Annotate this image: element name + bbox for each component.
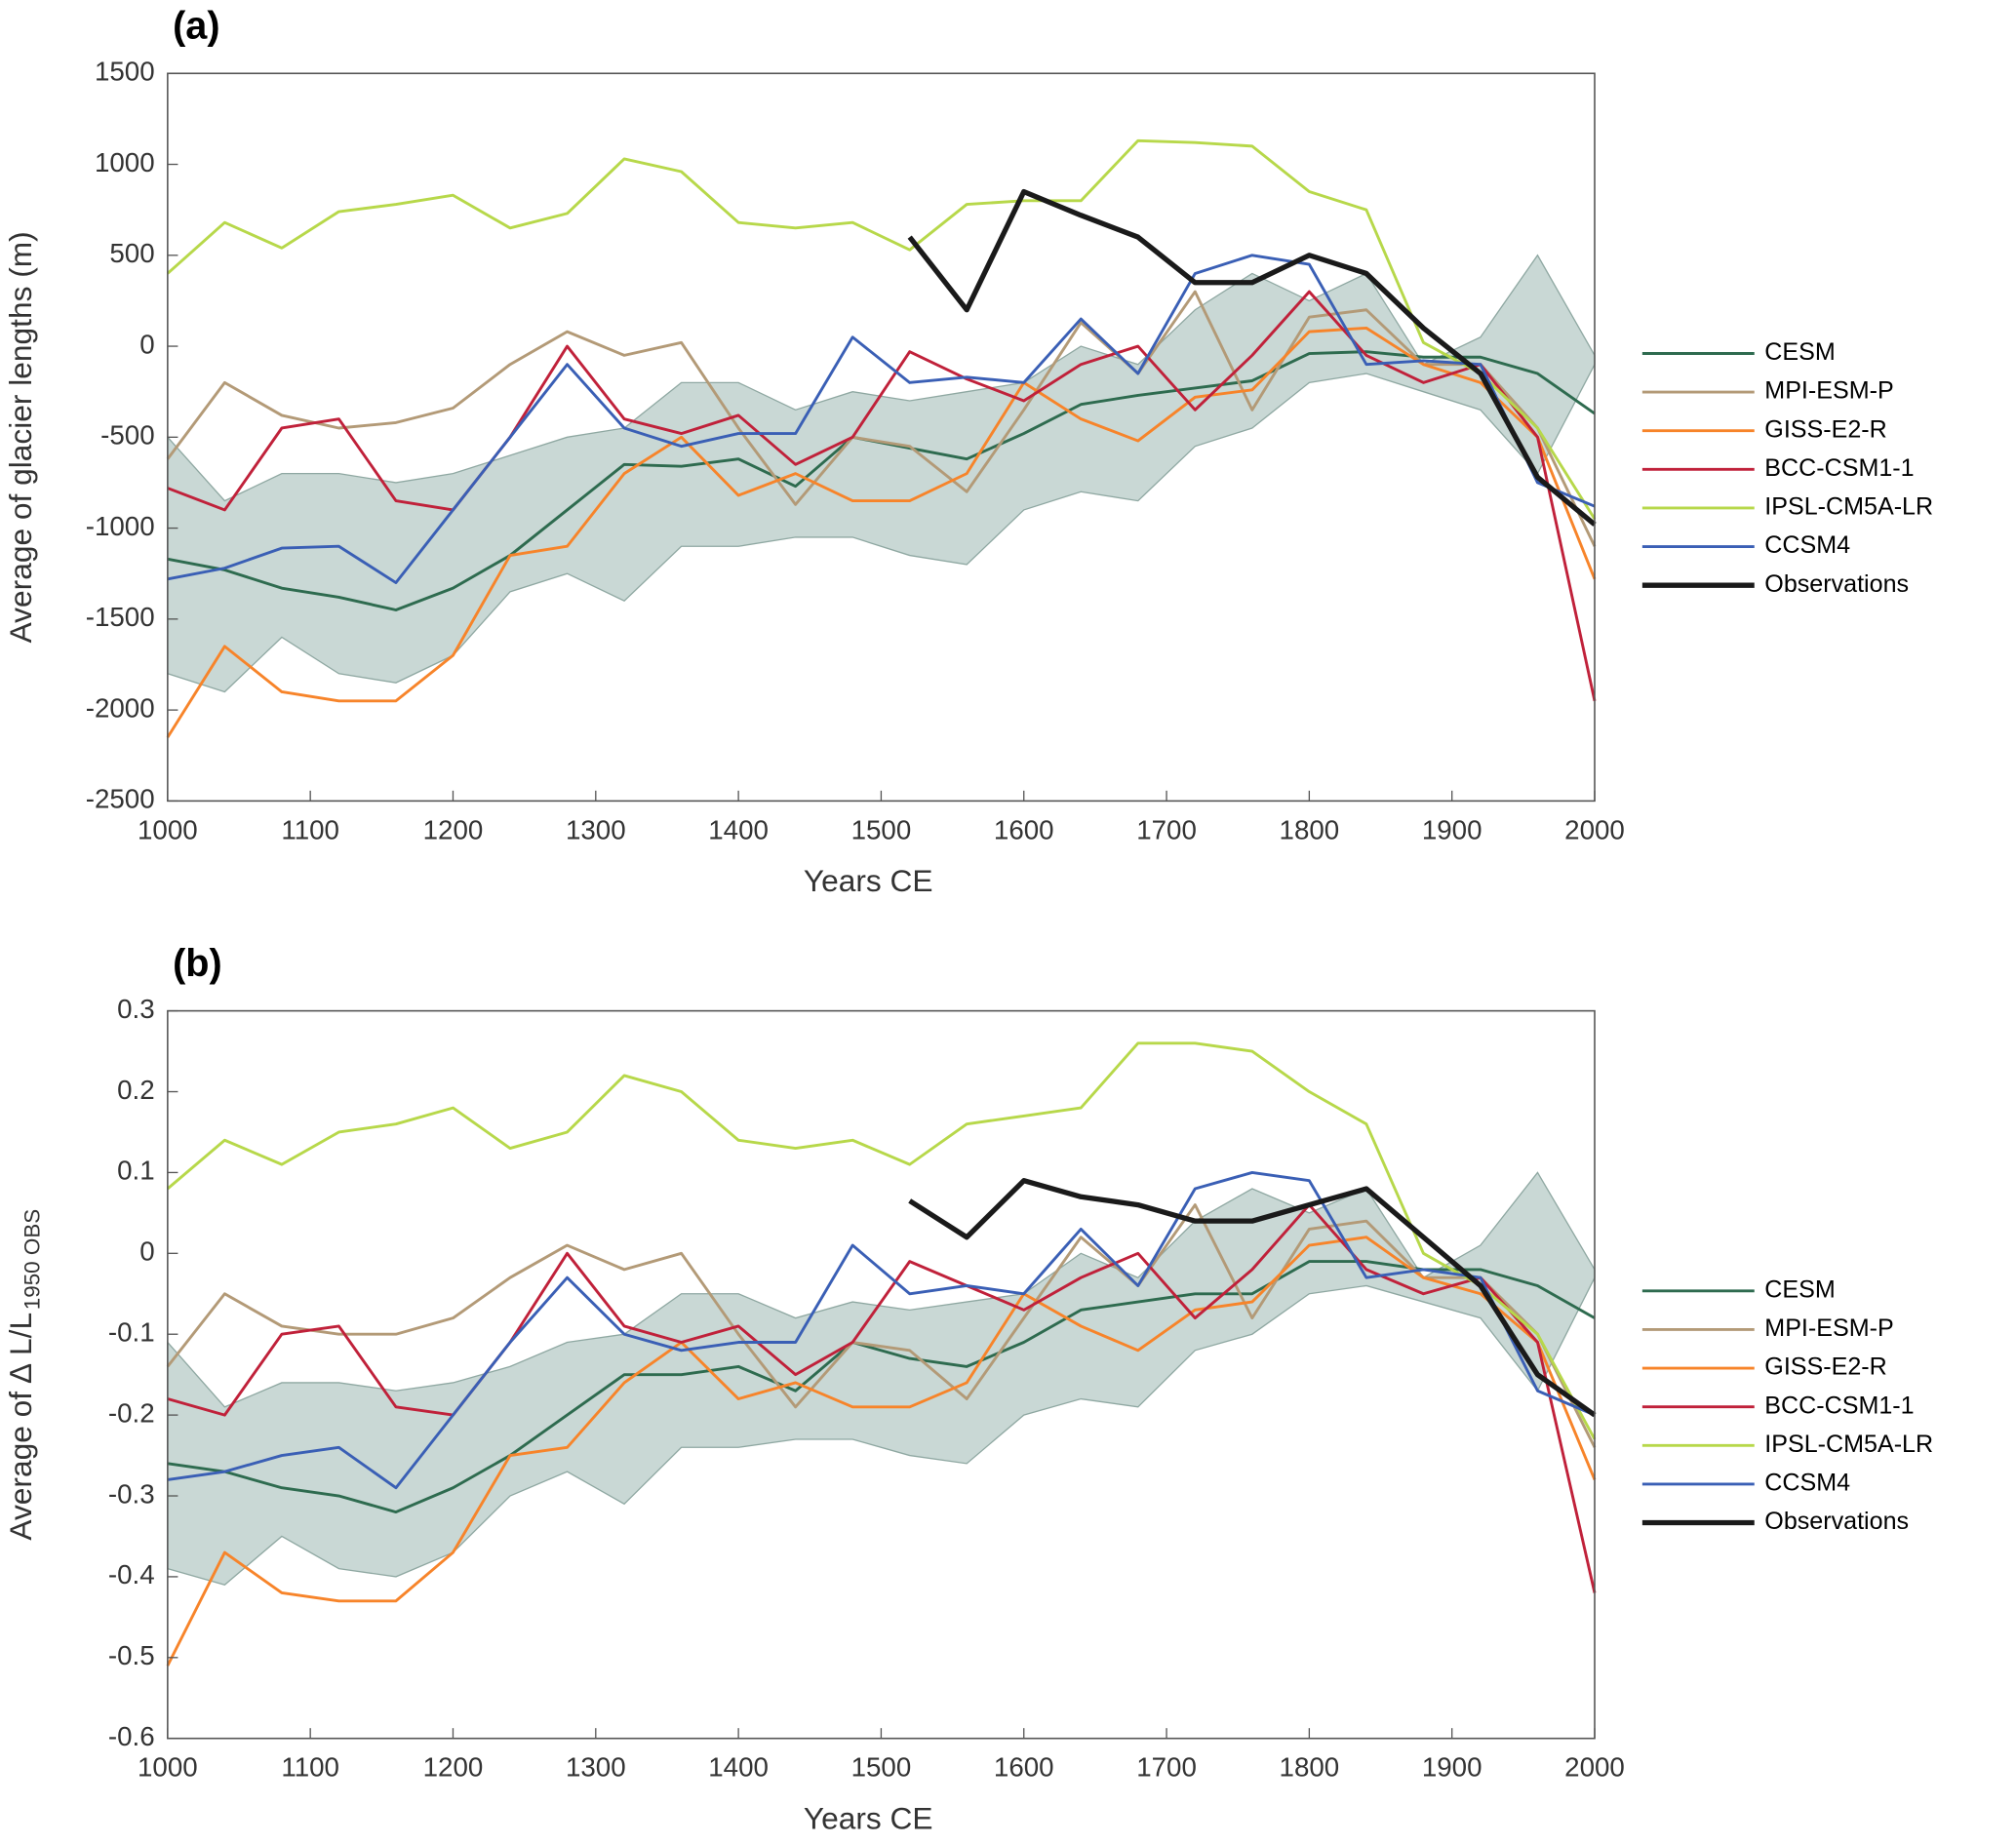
y-tick-label: -0.6 (108, 1721, 155, 1751)
series-line (167, 1170, 1596, 1490)
y-axis-label: Average of ∆ L/L1950 OBS (3, 1209, 44, 1541)
x-tick-label: 1100 (281, 814, 339, 844)
x-axis-label: Years CE (804, 1801, 933, 1836)
x-tick-label: 1000 (138, 1752, 198, 1783)
x-axis-label: Years CE (804, 863, 933, 898)
x-tick-label: 1900 (1422, 1752, 1482, 1783)
legend-label: IPSL-CM5A-LR (1764, 493, 1933, 521)
legend-label: IPSL-CM5A-LR (1764, 1431, 1933, 1458)
y-tick-label: -0.3 (108, 1478, 155, 1509)
x-tick-label: 1200 (423, 1752, 484, 1783)
y-axis-label-main: Average of glacier lengths (m) (3, 231, 38, 643)
x-tick-label: 1600 (994, 1752, 1054, 1783)
y-tick-label: -0.2 (108, 1397, 155, 1428)
y-tick-label: 0 (139, 1236, 154, 1267)
x-tick-label: 1600 (994, 814, 1054, 844)
y-axis-label: Average of glacier lengths (m) (3, 231, 38, 643)
y-tick-label: -500 (100, 420, 154, 451)
y-tick-label: 1000 (95, 147, 155, 177)
x-tick-label: 1400 (708, 814, 769, 844)
legend-label: CESM (1764, 1275, 1835, 1303)
x-tick-label: 1900 (1422, 814, 1482, 844)
x-tick-label: 1100 (281, 1752, 339, 1783)
series-line (166, 138, 1597, 521)
y-axis-label-sub: 1950 OBS (20, 1209, 44, 1311)
y-tick-label: -0.1 (108, 1317, 155, 1348)
y-axis-label-main: Average of ∆ L/L (3, 1313, 38, 1541)
series-line (166, 290, 1597, 547)
series-line (166, 326, 1597, 738)
y-tick-label: -0.5 (108, 1640, 155, 1670)
legend-label: GISS-E2-R (1764, 415, 1886, 443)
legend-label: Observations (1764, 570, 1909, 598)
x-tick-label: 1500 (851, 1752, 912, 1783)
legend-label: GISS-E2-R (1764, 1354, 1886, 1381)
series-line (167, 290, 1597, 702)
y-tick-label: -1500 (86, 602, 155, 632)
series-line (166, 1203, 1597, 1448)
y-tick-label: -2000 (86, 692, 155, 723)
x-tick-label: 1300 (566, 1752, 626, 1783)
series-line (166, 1236, 1597, 1667)
x-tick-label: 1700 (1136, 814, 1197, 844)
x-tick-label: 1800 (1280, 814, 1340, 844)
y-tick-label: 0.1 (117, 1156, 155, 1186)
y-tick-label: -2500 (86, 784, 155, 814)
series-line (166, 1041, 1597, 1440)
panel-label: (a) (173, 5, 219, 48)
legend-label: CCSM4 (1764, 1470, 1850, 1497)
x-tick-label: 1400 (708, 1752, 769, 1783)
x-tick-label: 1200 (423, 814, 484, 844)
x-tick-label: 1500 (851, 814, 912, 844)
spread-band (167, 254, 1596, 693)
legend-label: Observations (1764, 1508, 1909, 1535)
legend-label: BCC-CSM1-1 (1764, 1392, 1914, 1419)
y-tick-label: 0.3 (117, 994, 155, 1024)
x-tick-label: 1300 (566, 814, 626, 844)
y-tick-label: 500 (109, 238, 154, 268)
x-tick-label: 1000 (138, 814, 198, 844)
legend-label: MPI-ESM-P (1764, 1314, 1893, 1342)
y-tick-label: -1000 (86, 511, 155, 541)
y-tick-label: -0.4 (108, 1559, 155, 1589)
x-tick-label: 2000 (1564, 814, 1625, 844)
legend-label: BCC-CSM1-1 (1764, 454, 1914, 482)
panel-label: (b) (173, 942, 222, 985)
legend-label: CCSM4 (1764, 531, 1850, 559)
x-tick-label: 1800 (1280, 1752, 1340, 1783)
y-tick-label: 0 (139, 329, 154, 359)
y-tick-label: 1500 (95, 57, 155, 87)
series-line (907, 188, 1597, 527)
series-line (167, 254, 1596, 584)
y-tick-label: 0.2 (117, 1075, 155, 1105)
x-tick-label: 2000 (1564, 1752, 1625, 1783)
x-tick-label: 1700 (1136, 1752, 1197, 1783)
series-line (908, 1178, 1597, 1418)
legend-label: CESM (1764, 338, 1835, 366)
legend-label: MPI-ESM-P (1764, 377, 1893, 405)
